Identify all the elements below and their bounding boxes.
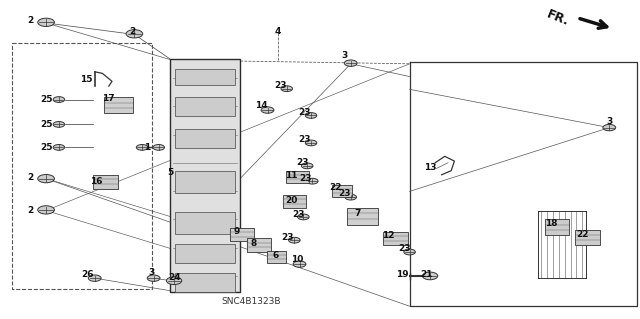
Text: 23: 23	[296, 158, 308, 167]
Text: 25: 25	[40, 143, 52, 152]
Text: 23: 23	[398, 244, 411, 253]
Bar	[267, 251, 286, 263]
Circle shape	[281, 86, 292, 92]
Bar	[247, 238, 271, 252]
Text: 25: 25	[40, 120, 52, 129]
Text: 21: 21	[420, 271, 433, 279]
Bar	[575, 230, 600, 245]
Text: 8: 8	[251, 239, 257, 248]
Circle shape	[88, 275, 101, 281]
Circle shape	[345, 194, 356, 200]
Text: 13: 13	[424, 163, 437, 172]
Polygon shape	[175, 97, 235, 116]
Polygon shape	[175, 171, 235, 193]
Text: 18: 18	[545, 219, 558, 228]
Text: 12: 12	[382, 231, 395, 240]
Text: FR.: FR.	[545, 8, 572, 28]
Circle shape	[298, 214, 309, 220]
Circle shape	[53, 122, 65, 127]
Polygon shape	[175, 273, 235, 292]
Circle shape	[53, 145, 65, 150]
Bar	[93, 175, 118, 189]
Text: 7: 7	[354, 209, 360, 218]
Text: 23: 23	[292, 210, 305, 219]
Circle shape	[53, 97, 65, 102]
Polygon shape	[175, 129, 235, 148]
Circle shape	[38, 18, 54, 26]
Text: 11: 11	[285, 171, 298, 180]
Text: 3: 3	[341, 51, 348, 60]
Circle shape	[344, 60, 357, 66]
Text: SNC4B1323B: SNC4B1323B	[221, 297, 280, 306]
Bar	[104, 97, 133, 113]
Text: 25: 25	[40, 95, 52, 104]
Circle shape	[38, 174, 54, 183]
Circle shape	[603, 124, 616, 131]
Text: 1: 1	[144, 143, 150, 152]
Circle shape	[289, 237, 300, 243]
Text: 20: 20	[285, 196, 298, 205]
Bar	[230, 228, 254, 241]
Text: 19: 19	[396, 271, 408, 279]
Bar	[347, 208, 378, 225]
Polygon shape	[175, 212, 235, 234]
Text: 24: 24	[168, 273, 180, 282]
Circle shape	[305, 113, 317, 118]
Circle shape	[147, 275, 160, 281]
Bar	[383, 232, 408, 245]
Text: 2: 2	[28, 173, 34, 182]
Polygon shape	[170, 59, 240, 292]
Circle shape	[38, 206, 54, 214]
Circle shape	[404, 249, 415, 255]
Bar	[283, 195, 306, 208]
Text: 23: 23	[282, 233, 294, 242]
Circle shape	[126, 30, 143, 38]
Circle shape	[301, 163, 313, 169]
Circle shape	[166, 277, 182, 285]
Polygon shape	[175, 244, 235, 263]
Text: 3: 3	[148, 268, 154, 277]
Circle shape	[422, 272, 438, 280]
Bar	[286, 171, 309, 183]
Text: 2: 2	[28, 206, 34, 215]
Text: 14: 14	[255, 101, 268, 110]
Text: 17: 17	[102, 94, 115, 103]
Circle shape	[293, 261, 306, 267]
Text: 3: 3	[606, 117, 612, 126]
Circle shape	[261, 107, 274, 113]
Text: 16: 16	[90, 177, 102, 186]
Text: 4: 4	[275, 27, 281, 36]
Text: 15: 15	[80, 75, 93, 84]
Text: 23: 23	[338, 189, 351, 198]
Polygon shape	[175, 69, 235, 85]
Bar	[332, 185, 352, 197]
Circle shape	[307, 178, 318, 184]
Text: 23: 23	[300, 174, 312, 183]
Text: 2: 2	[28, 16, 34, 25]
Text: 22: 22	[576, 230, 589, 239]
Circle shape	[136, 145, 148, 150]
Text: 9: 9	[234, 227, 240, 236]
Text: 23: 23	[274, 81, 287, 90]
Circle shape	[153, 145, 164, 150]
Bar	[545, 219, 569, 235]
Text: 2: 2	[129, 27, 136, 36]
Text: 23: 23	[298, 135, 311, 144]
Text: 26: 26	[81, 271, 93, 279]
Text: 10: 10	[291, 256, 303, 264]
Circle shape	[305, 140, 317, 146]
Text: 5: 5	[167, 168, 173, 177]
Text: 22: 22	[329, 183, 342, 192]
Text: 23: 23	[298, 108, 311, 117]
Text: 6: 6	[272, 251, 278, 260]
